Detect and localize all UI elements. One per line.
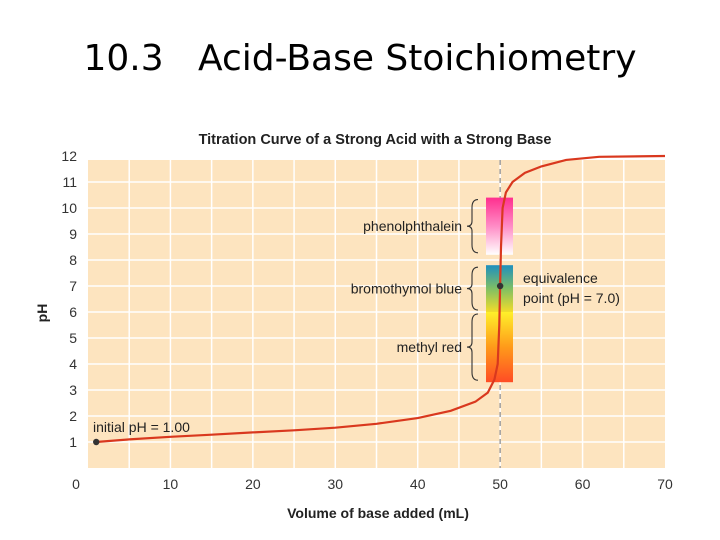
data-point <box>93 438 100 446</box>
y-axis-label: pH <box>34 304 50 323</box>
chart-title: Titration Curve of a Strong Acid with a … <box>199 132 552 148</box>
indicator-label: bromothymol blue <box>351 281 462 297</box>
indicator-brace <box>466 199 479 254</box>
indicator-bar <box>486 197 513 255</box>
indicator-brace <box>466 313 479 381</box>
y-tick-label: 10 <box>61 200 77 216</box>
y-tick-label: 7 <box>69 278 77 294</box>
x-tick-label: 10 <box>163 476 179 492</box>
y-tick-label: 4 <box>69 356 77 372</box>
grid <box>88 155 665 468</box>
equivalence-label-line1: equivalence <box>523 270 598 286</box>
y-tick-label: 3 <box>69 382 77 398</box>
titration-curve <box>96 154 666 444</box>
x-tick-label: 50 <box>492 476 508 492</box>
x-tick-label: 60 <box>575 476 591 492</box>
x-tick-label: 30 <box>327 476 343 492</box>
x-tick-label: 70 <box>657 476 673 492</box>
y-tick-label: 6 <box>69 304 77 320</box>
y-tick-label: 12 <box>61 148 77 164</box>
indicator-brace <box>466 266 479 311</box>
data-point <box>496 282 504 290</box>
indicator-label: methyl red <box>397 339 462 355</box>
x-axis-label: Volume of base added (mL) <box>287 505 469 521</box>
x-tick-label: 0 <box>72 476 80 492</box>
initial-ph-annotation: initial pH = 1.00 <box>93 419 190 435</box>
y-tick-label: 5 <box>69 330 77 346</box>
x-tick-label: 20 <box>245 476 261 492</box>
y-tick-label: 9 <box>69 226 77 242</box>
x-tick-label: 40 <box>410 476 426 492</box>
indicator-label: phenolphthalein <box>363 218 462 234</box>
y-tick-label: 11 <box>62 174 77 190</box>
slide-title: 10.3 Acid-Base Stoichiometry <box>83 38 637 79</box>
y-tick-label: 1 <box>69 434 77 450</box>
x-tick-labels: 0 10 20 30 40 50 60 70 <box>72 476 673 492</box>
data-points <box>93 282 504 446</box>
equivalence-label-line2: point (pH = 7.0) <box>523 290 620 306</box>
y-tick-label: 2 <box>69 408 77 424</box>
y-tick-label: 8 <box>69 252 77 268</box>
